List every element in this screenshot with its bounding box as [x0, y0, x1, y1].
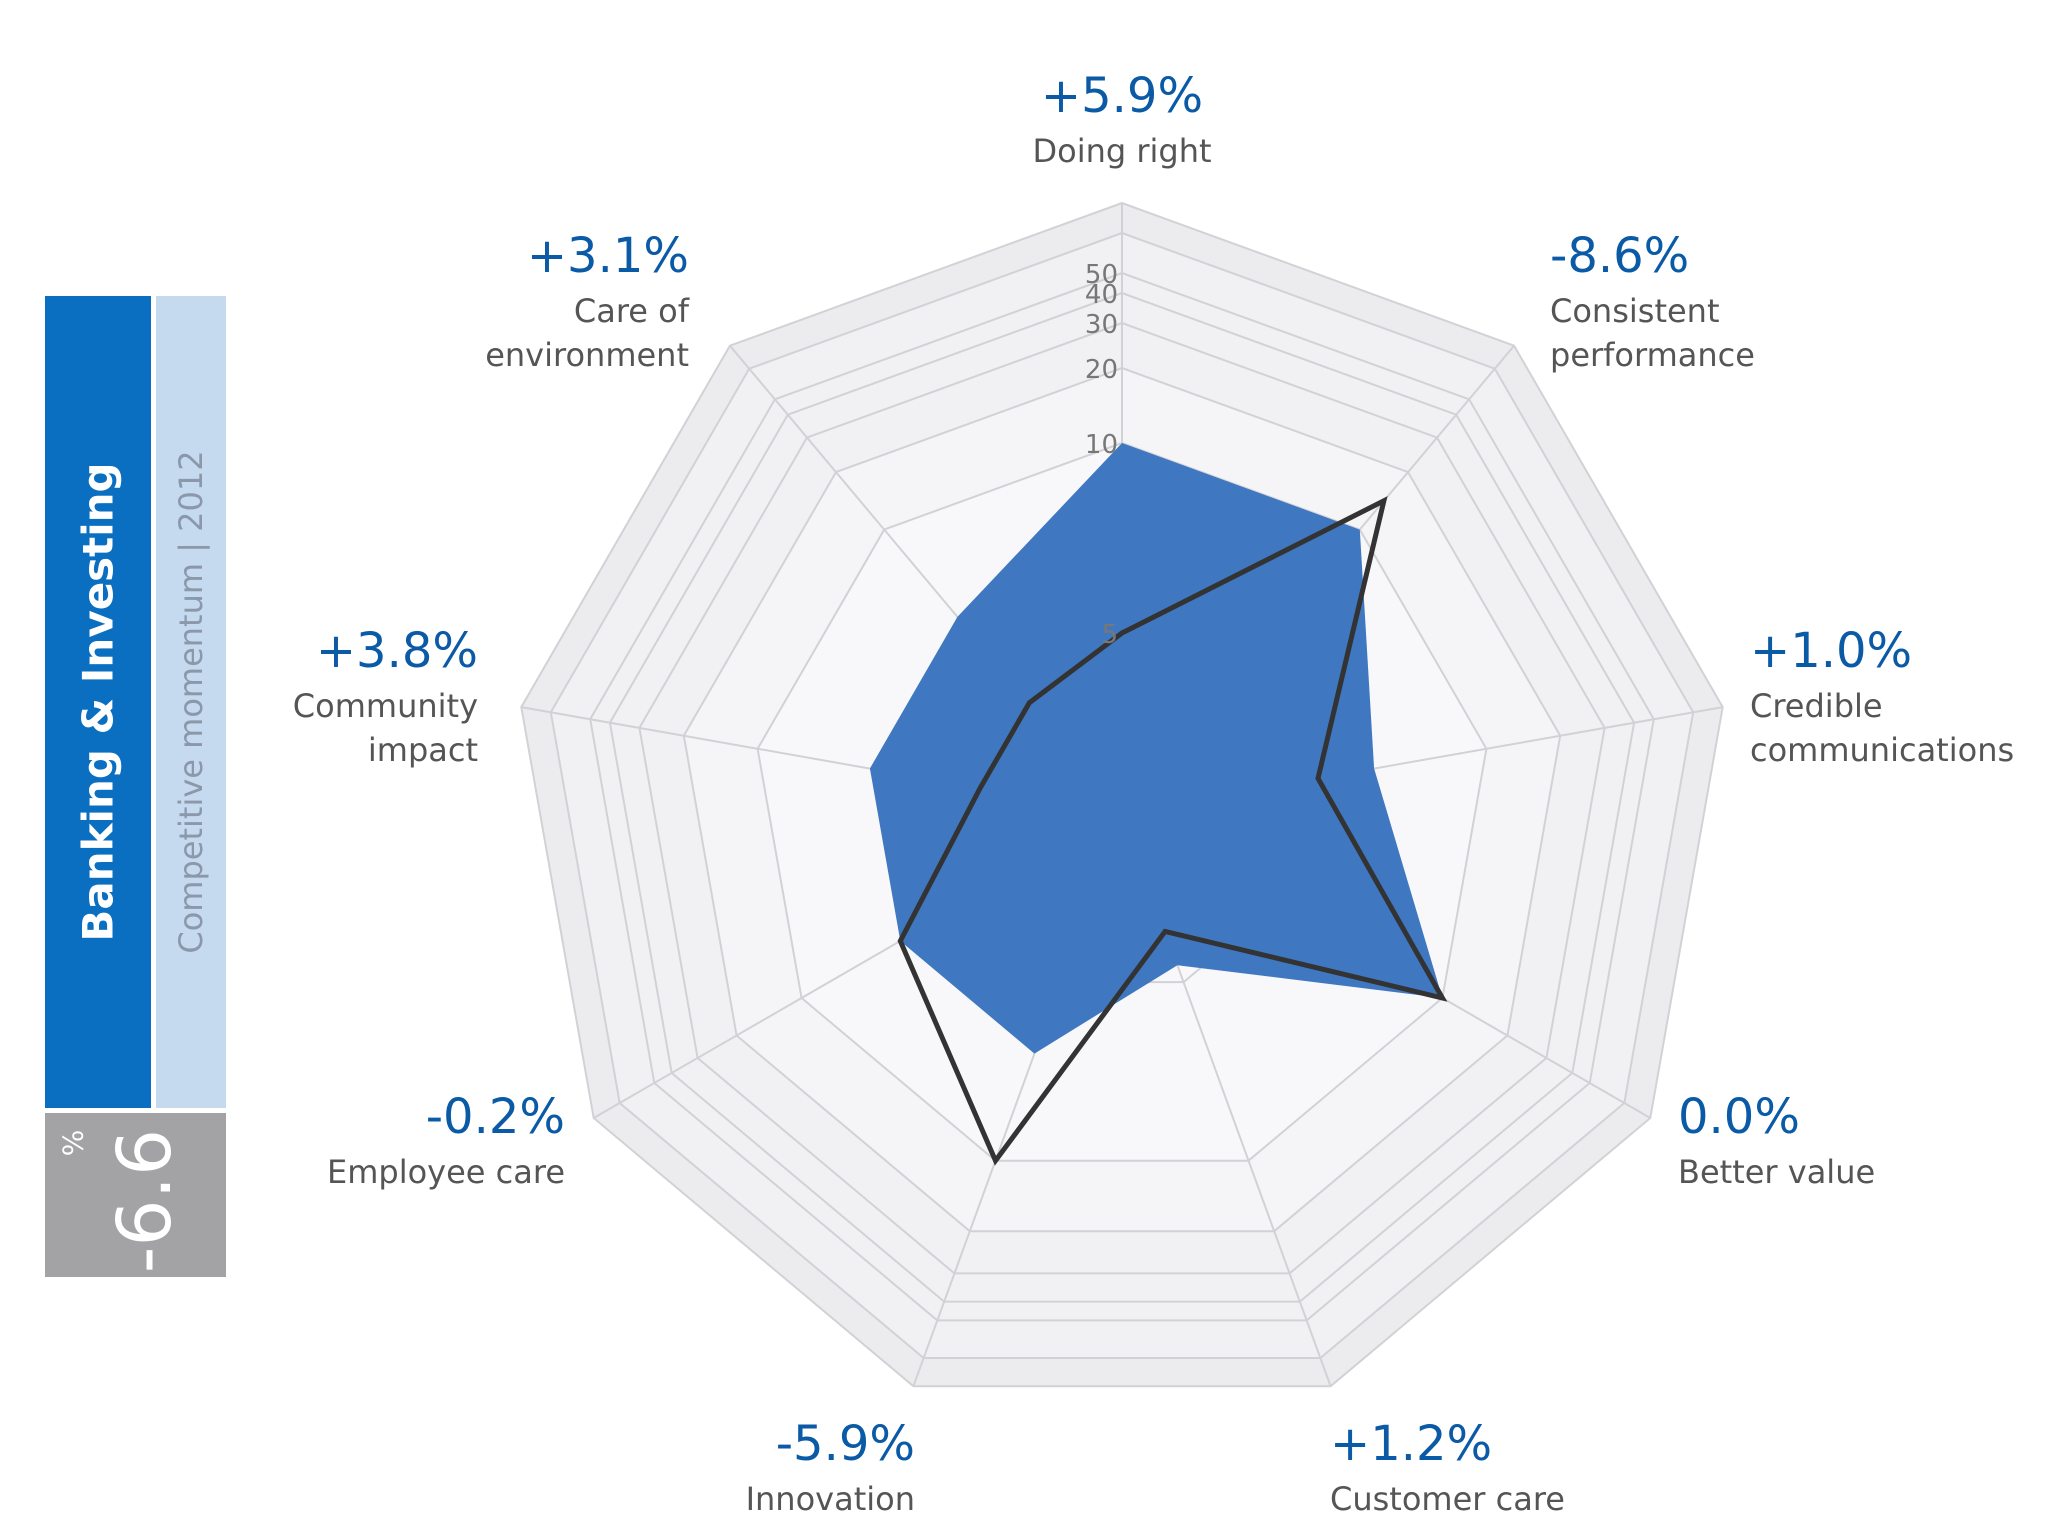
grid-ring — [682, 366, 1562, 1233]
axis-name-label: communications — [1750, 731, 2014, 769]
grid-ring — [589, 271, 1655, 1322]
series-filled — [869, 443, 1443, 1054]
axis-change-label: +5.9% — [1041, 68, 1203, 124]
tick-label: 30 — [1085, 310, 1118, 340]
tick-label: 40 — [1085, 280, 1118, 310]
category-panel: Banking & Investing — [45, 296, 151, 1108]
grid-ring — [549, 231, 1695, 1359]
axis-name-label: Employee care — [327, 1153, 565, 1191]
axis-change-label: -8.6% — [1550, 228, 1689, 284]
category-subtitle: Competitive momentum | 2012 — [172, 450, 210, 954]
grid-ring — [756, 441, 1488, 1162]
axis-name-label: Customer care — [1330, 1480, 1565, 1518]
axis-name-label: Innovation — [746, 1480, 915, 1518]
axis-name-label: Better value — [1678, 1153, 1875, 1191]
category-title: Banking & Investing — [73, 462, 123, 942]
axis-change-label: +3.1% — [527, 228, 689, 284]
axis-name-label: Community — [293, 687, 478, 725]
score-panel: -6.6 % — [45, 1113, 226, 1277]
axis-name-label: Care of — [574, 292, 690, 330]
tick-label: 5 — [1101, 620, 1118, 650]
axis-name-label: environment — [485, 336, 689, 374]
axis-name-label: impact — [368, 731, 478, 769]
tick-label: 10 — [1085, 430, 1118, 460]
subtitle-panel: Competitive momentum | 2012 — [156, 296, 226, 1108]
axis-change-label: +3.8% — [316, 623, 478, 679]
axis-change-label: -5.9% — [776, 1416, 915, 1472]
axis-change-label: -0.2% — [426, 1089, 565, 1145]
axis-name-label: Consistent — [1550, 292, 1720, 330]
axis-change-label: +1.0% — [1750, 623, 1912, 679]
axis-name-label: Doing right — [1032, 132, 1211, 170]
axis-name-label: Credible — [1750, 687, 1883, 725]
grid-ring — [638, 321, 1606, 1275]
axis-change-label: 0.0% — [1678, 1089, 1800, 1145]
tick-label: 50 — [1085, 260, 1118, 290]
axis-change-label: +1.2% — [1330, 1416, 1492, 1472]
tick-label: 20 — [1085, 355, 1118, 385]
score-value: -6.6 — [102, 1128, 188, 1274]
grid-ring — [608, 291, 1636, 1303]
axis-name-label: performance — [1550, 336, 1755, 374]
score-unit: % — [56, 1129, 90, 1157]
grid-ring — [520, 201, 1724, 1388]
series-outline — [897, 496, 1448, 1166]
